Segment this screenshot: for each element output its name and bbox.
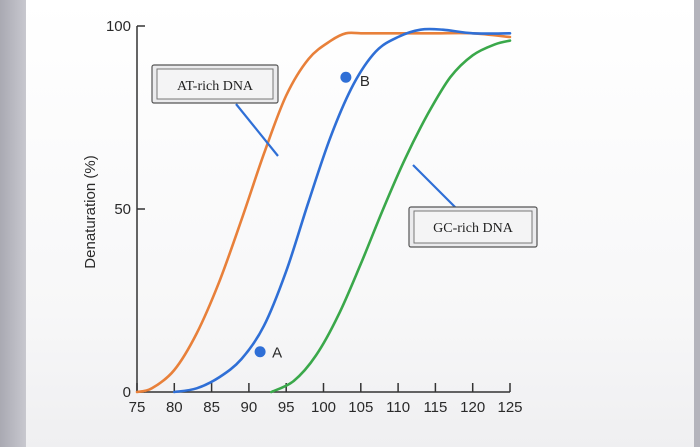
y-tick-label-100: 100 <box>106 18 131 35</box>
x-tick-label-100: 100 <box>311 399 336 416</box>
x-tick-label-95: 95 <box>278 399 295 416</box>
x-tick-label-85: 85 <box>203 399 220 416</box>
blue-curve <box>173 27 512 394</box>
y-axis-label: Denaturation (%) <box>82 155 99 268</box>
y-tick-label-0: 0 <box>123 384 131 401</box>
axes: 0 50 100 75 80 85 90 95 100 105 110 115 120 125 <box>106 18 523 416</box>
x-tick-label-90: 90 <box>241 399 258 416</box>
photo-left-edge <box>0 0 26 447</box>
x-tick-label-105: 105 <box>348 399 373 416</box>
point-a-marker <box>254 346 266 358</box>
at-rich-box-inner <box>156 68 274 100</box>
x-tick-label-115: 115 <box>423 399 447 416</box>
at-rich-label: AT-rich DNA <box>177 79 254 94</box>
point-a-label: A <box>272 345 282 362</box>
curves <box>135 27 512 394</box>
x-tick-label-80: 80 <box>166 399 183 416</box>
x-tick-label-125: 125 <box>497 399 522 416</box>
gc-rich-pointer <box>412 164 459 211</box>
point-b-label: B <box>360 73 370 90</box>
callouts: AT-rich DNA GC-rich DNA A B <box>151 64 538 362</box>
gc-rich-box-inner <box>413 210 533 244</box>
green-curve <box>270 39 512 394</box>
y-tick-label-50: 50 <box>114 201 131 218</box>
point-b-marker <box>340 71 352 83</box>
x-tick-label-120: 120 <box>460 399 485 416</box>
at-rich-pointer <box>235 103 279 157</box>
gc-rich-label: GC-rich DNA <box>433 221 514 236</box>
photo-right-edge <box>694 0 700 447</box>
x-tick-label-110: 110 <box>386 399 410 416</box>
x-tick-label-75: 75 <box>129 399 146 416</box>
